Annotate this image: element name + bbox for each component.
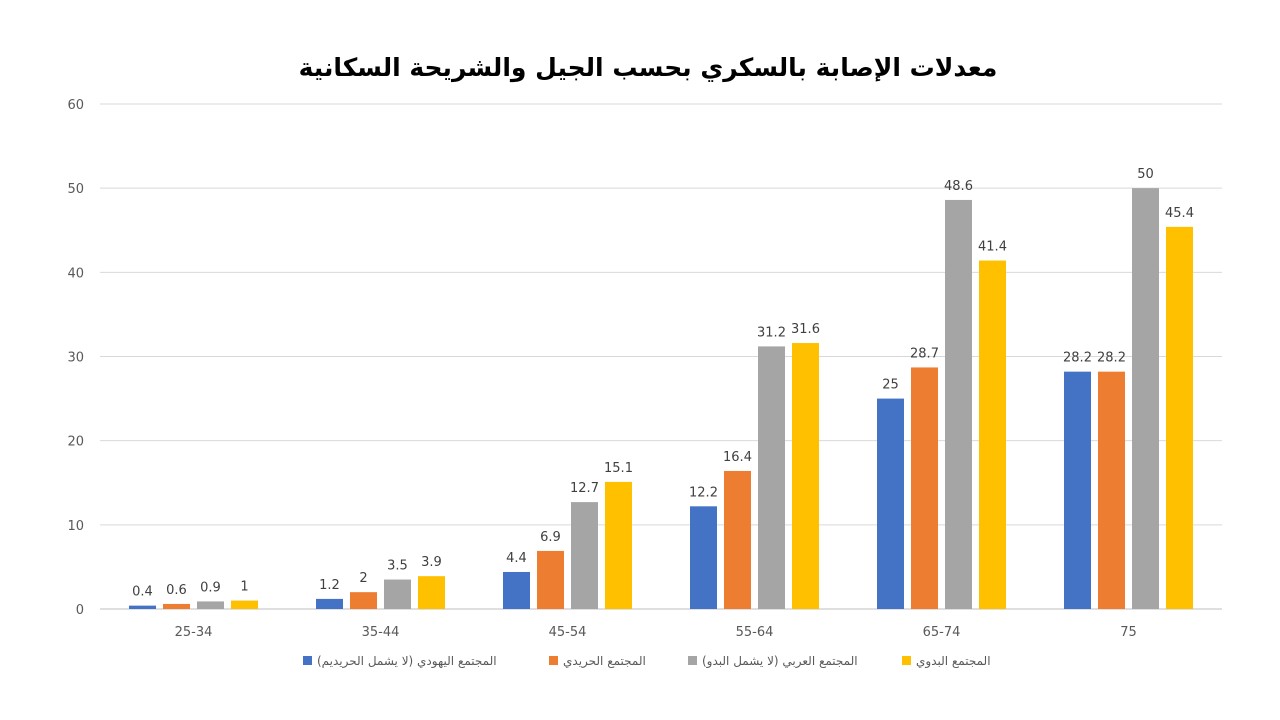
legend-label: المجتمع الحريدي: [563, 654, 646, 669]
bar: [503, 571, 530, 609]
data-label: 0.6: [166, 583, 187, 598]
chart-title: معدلات الإصابة بالسكري بحسب الجيل والشري…: [299, 53, 998, 83]
legend-label: المجتمع البدوي: [916, 654, 991, 669]
data-label: 0.9: [200, 580, 221, 595]
bar: [1098, 371, 1125, 609]
data-label: 12.2: [689, 485, 718, 500]
bar: [724, 470, 751, 609]
bar: [350, 592, 377, 609]
data-label: 28.2: [1097, 351, 1126, 366]
data-label: 1.2: [319, 578, 340, 593]
y-tick-label: 40: [67, 266, 84, 281]
data-label: 31.2: [757, 325, 786, 340]
bar: [129, 605, 156, 609]
data-label: 3.9: [421, 555, 442, 570]
x-tick-label: 45-54: [549, 625, 587, 640]
bar: [418, 576, 445, 609]
y-axis: 0 10 20 30 40 50 60: [67, 98, 84, 618]
data-label: 4.4: [506, 551, 527, 566]
legend-item: المجتمع العربي (لا يشمل البدو): [688, 654, 858, 669]
data-label: 3.5: [387, 559, 408, 574]
data-label: 2: [359, 571, 367, 586]
bar: [571, 502, 598, 609]
legend-label: المجتمع العربي (لا يشمل البدو): [702, 654, 858, 669]
x-tick-label: 25-34: [175, 625, 213, 640]
x-tick-label: 75: [1120, 625, 1137, 640]
bars: 0.4 0.6 0.9 1 1.2 2 3.5 3.9 4.4 6.9 12.7 15.1 12.2 16…: [129, 167, 1194, 609]
x-tick-label: 65-74: [923, 625, 961, 640]
data-label: 31.6: [791, 322, 820, 337]
bar: [911, 367, 938, 609]
bar: [1064, 371, 1091, 609]
legend-label: المجتمع اليهودي (لا يشمل الحريديم): [317, 654, 497, 669]
bar: [1166, 226, 1193, 609]
bar: [163, 603, 190, 609]
legend-item: المجتمع الحريدي: [549, 654, 646, 669]
bar: [758, 346, 785, 609]
data-label: 15.1: [604, 461, 633, 476]
bar: [605, 481, 632, 609]
data-label: 45.4: [1165, 206, 1194, 221]
bar: [384, 579, 411, 609]
bar: [197, 601, 224, 609]
x-axis: 25-34 35-44 45-54 55-64 65-74 75: [175, 625, 1137, 640]
data-label: 28.2: [1063, 351, 1092, 366]
y-tick-label: 20: [67, 435, 84, 450]
data-label: 16.4: [723, 450, 752, 465]
y-tick-label: 30: [67, 351, 84, 366]
bar: [979, 260, 1006, 609]
y-tick-label: 60: [67, 98, 84, 113]
data-label: 1: [240, 580, 248, 595]
data-label: 0.4: [132, 585, 153, 600]
data-label: 25: [882, 378, 899, 393]
y-tick-label: 10: [67, 519, 84, 534]
y-tick-label: 50: [67, 182, 84, 197]
legend-marker: [303, 656, 312, 665]
bar: [877, 398, 904, 609]
bar: [537, 550, 564, 609]
y-tick-label: 0: [76, 603, 84, 618]
legend-item: المجتمع البدوي: [902, 654, 991, 669]
data-label: 6.9: [540, 530, 561, 545]
bar: [231, 600, 258, 609]
legend-marker: [549, 656, 558, 665]
data-label: 48.6: [944, 179, 973, 194]
legend: المجتمع اليهودي (لا يشمل الحريديم) المجتم…: [303, 654, 991, 669]
data-label: 50: [1137, 167, 1154, 182]
data-label: 41.4: [978, 240, 1007, 255]
bar: [945, 199, 972, 609]
gridlines: [100, 103, 1222, 610]
data-label: 28.7: [910, 346, 939, 361]
legend-item: المجتمع اليهودي (لا يشمل الحريديم): [303, 654, 497, 669]
data-label: 12.7: [570, 481, 599, 496]
bar: [316, 598, 343, 609]
x-tick-label: 35-44: [362, 625, 400, 640]
x-tick-label: 55-64: [736, 625, 774, 640]
bar: [1132, 188, 1159, 609]
legend-marker: [902, 656, 911, 665]
bar: [690, 506, 717, 609]
legend-marker: [688, 656, 697, 665]
bar: [792, 343, 819, 609]
